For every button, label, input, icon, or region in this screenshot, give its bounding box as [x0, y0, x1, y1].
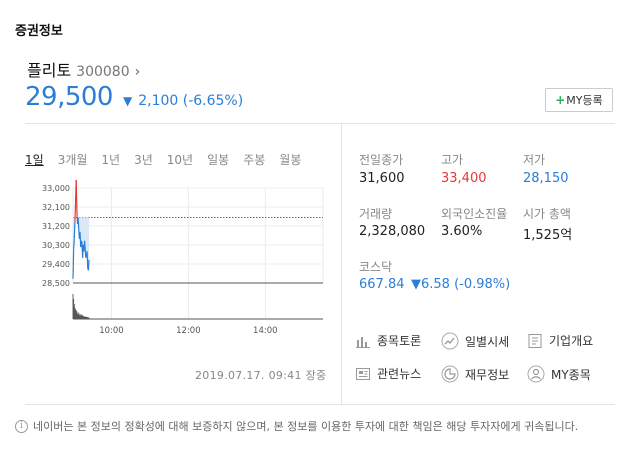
period-tabs: 1일 3개월 1년 3년 10년 일봉 주봉 월봉: [25, 151, 301, 168]
index-label: 코스닥: [359, 260, 393, 274]
link-discussion[interactable]: 종목토론: [355, 332, 421, 349]
chart-x-tick-label: 10:00: [99, 326, 124, 336]
chart-price-segment: [73, 238, 75, 250]
news-icon: [356, 367, 370, 380]
chart-price-segment: [75, 179, 78, 210]
trend-circle-icon: [441, 332, 459, 350]
pie-chart-icon: [441, 365, 459, 383]
chart-price-segment: [73, 221, 76, 239]
foreign-ratio-label: 외국인소진율: [441, 207, 508, 221]
chart-y-tick-label: 32,100: [42, 203, 70, 212]
chart-price-segment: [80, 240, 83, 244]
chart-price-area: [73, 217, 90, 279]
bar-chart-icon: [356, 336, 370, 348]
link-related-news-label: 관련뉴스: [377, 367, 422, 381]
chart-frame: [72, 187, 324, 284]
chevron-right-icon[interactable]: ›: [134, 64, 141, 80]
stock-header[interactable]: 플리토 300080 ›: [27, 57, 140, 81]
volume-value: 2,328,080: [359, 224, 426, 239]
index-change: ▼6.58 (-0.98%): [411, 277, 510, 292]
intraday-chart[interactable]: 33,000 32,100 31,200 30,300 29,400 28,500 10:0…: [25, 179, 330, 340]
link-my-stocks[interactable]: MY종목: [527, 365, 591, 383]
chart-y-tick-label: 29,400: [42, 260, 70, 269]
divider-top: [25, 123, 615, 124]
prev-close-label: 전일종가: [359, 153, 404, 167]
link-company-overview-label: 기업개요: [549, 334, 594, 348]
chart-y-tick-label: 28,500: [42, 279, 70, 288]
chart-price-segment: [74, 202, 77, 222]
tab-1day[interactable]: 1일: [25, 153, 44, 167]
market-cap-value: 1,525억: [523, 228, 573, 243]
chart-price-segment: [87, 259, 90, 271]
chart-price-segment: [86, 251, 89, 269]
timestamp: 2019.07.17. 09:41 장중: [195, 369, 327, 382]
section-title: 증권정보: [15, 24, 63, 39]
market-cap-label: 시가 총액: [523, 207, 571, 221]
chart-price-segment: [83, 240, 86, 250]
tab-3month[interactable]: 3개월: [57, 153, 88, 167]
chart-y-tick-label: 30,300: [42, 241, 70, 250]
divider-vertical: [341, 124, 342, 404]
document-icon: [528, 333, 542, 348]
current-price: 29,500: [25, 82, 113, 112]
price-change: 2,100 (-6.65%): [138, 93, 244, 109]
link-financials[interactable]: 재무정보: [441, 365, 509, 383]
link-company-overview[interactable]: 기업개요: [527, 332, 593, 349]
user-icon: [527, 365, 545, 383]
link-related-news[interactable]: 관련뉴스: [355, 365, 421, 382]
info-icon: i: [15, 419, 28, 433]
down-arrow-icon: ▼: [411, 277, 421, 292]
link-discussion-label: 종목토론: [377, 334, 422, 348]
chart-price-segment: [72, 249, 75, 279]
chart-x-tick-label: 14:00: [253, 326, 278, 336]
chart-x-tick-label: 12:00: [176, 326, 201, 336]
high-label: 고가: [441, 153, 464, 167]
prev-close-value: 31,600: [359, 171, 405, 186]
index-value: 667.84: [359, 277, 405, 292]
tab-3year[interactable]: 3년: [134, 153, 153, 167]
price-row: 29,500 ▼ 2,100 (-6.65%): [25, 82, 243, 112]
stock-code[interactable]: 300080: [76, 64, 130, 80]
volume-label: 거래량: [359, 207, 393, 221]
foreign-ratio-value: 3.60%: [441, 224, 483, 239]
disclaimer-text: 네이버는 본 정보의 정확성에 대해 보증하지 않으며, 본 정보를 이용한 투…: [33, 420, 579, 433]
link-daily-price-label: 일별시세: [465, 334, 510, 349]
low-value: 28,150: [523, 171, 569, 186]
tab-10year[interactable]: 10년: [166, 153, 194, 167]
divider-bottom: [25, 404, 615, 405]
link-daily-price[interactable]: 일별시세: [441, 332, 509, 350]
tab-weekly[interactable]: 주봉: [243, 153, 266, 167]
chart-y-tick-label: 33,000: [42, 184, 70, 193]
chart-y-tick-label: 31,200: [42, 222, 70, 231]
tab-monthly[interactable]: 월봉: [279, 153, 302, 167]
high-value: 33,400: [441, 171, 487, 186]
disclaimer: i 네이버는 본 정보의 정확성에 대해 보증하지 않으며, 본 정보를 이용한…: [15, 418, 578, 434]
index-change-value: 6.58 (-0.98%): [421, 277, 511, 292]
my-register-label: MY등록: [566, 94, 603, 107]
stock-name[interactable]: 플리토: [27, 61, 72, 80]
tab-1year[interactable]: 1년: [101, 153, 121, 167]
intraday-chart-svg: 33,000 32,100 31,200 30,300 29,400 28,500 10:0…: [42, 179, 324, 336]
link-my-stocks-label: MY종목: [551, 367, 591, 382]
my-register-button[interactable]: + MY등록: [545, 88, 613, 112]
chart-price-segment: [85, 255, 88, 258]
plus-icon: +: [555, 93, 566, 107]
link-financials-label: 재무정보: [465, 367, 510, 382]
chart-price-segment: [77, 217, 80, 231]
low-label: 저가: [523, 153, 546, 167]
down-arrow-icon: ▼: [122, 94, 133, 108]
tab-daily[interactable]: 일봉: [207, 153, 230, 167]
